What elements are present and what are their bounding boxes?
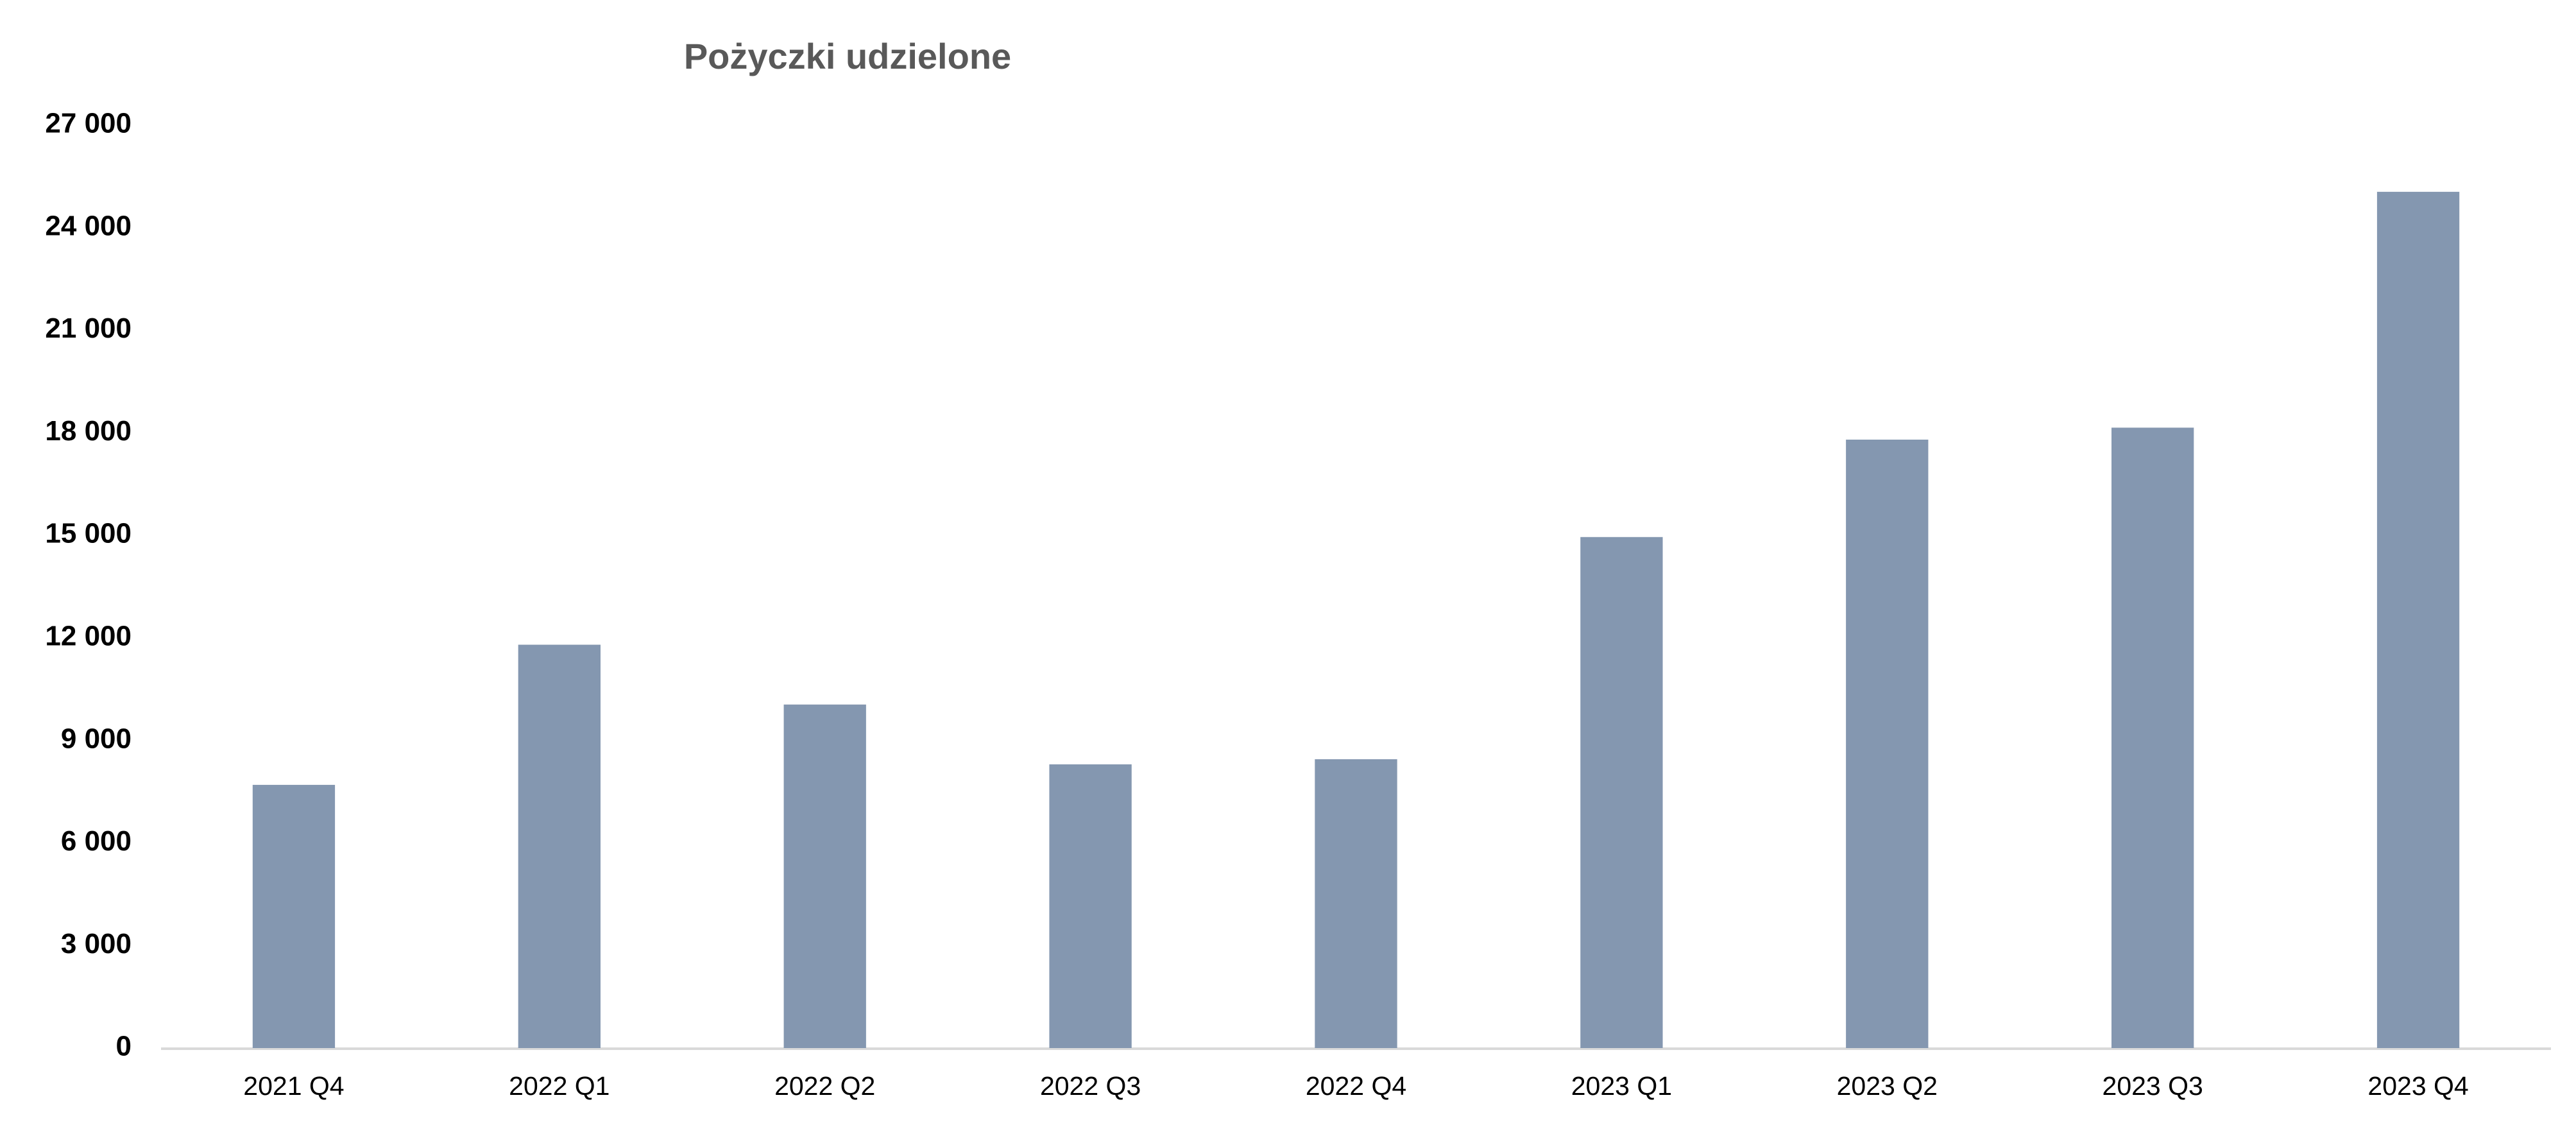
x-tick-label: 2023 Q1 <box>1571 1071 1672 1101</box>
y-tick-label: 15 000 <box>45 518 132 549</box>
bar <box>783 704 866 1048</box>
x-tick-label: 2022 Q4 <box>1306 1071 1406 1101</box>
bar <box>1846 439 1929 1048</box>
x-tick-label: 2021 Q4 <box>243 1071 344 1101</box>
x-tick-label: 2023 Q2 <box>1837 1071 1938 1101</box>
bar <box>2376 191 2460 1048</box>
y-tick-label: 0 <box>116 1031 132 1062</box>
y-tick-label: 21 000 <box>45 313 132 344</box>
y-tick-label: 27 000 <box>45 108 132 139</box>
bar <box>1315 759 1397 1048</box>
x-tick-label: 2022 Q3 <box>1040 1071 1141 1101</box>
x-tick-label: 2023 Q3 <box>2103 1071 2203 1101</box>
bar <box>252 784 336 1048</box>
bar <box>2111 427 2194 1048</box>
y-tick-label: 18 000 <box>45 415 132 447</box>
y-tick-label: 12 000 <box>45 621 132 652</box>
x-tick-label: 2022 Q1 <box>509 1071 610 1101</box>
y-tick-label: 24 000 <box>45 210 132 241</box>
x-tick-label: 2023 Q4 <box>2367 1071 2468 1101</box>
bar <box>1580 537 1663 1048</box>
y-tick-label: 3 000 <box>61 928 132 959</box>
y-tick-label: 6 000 <box>61 825 132 857</box>
x-tick-label: 2022 Q2 <box>774 1071 875 1101</box>
bar <box>1049 764 1132 1048</box>
bar <box>518 644 601 1048</box>
y-tick-label: 9 000 <box>61 723 132 754</box>
chart-title: Pożyczki udzielone <box>684 36 1011 76</box>
